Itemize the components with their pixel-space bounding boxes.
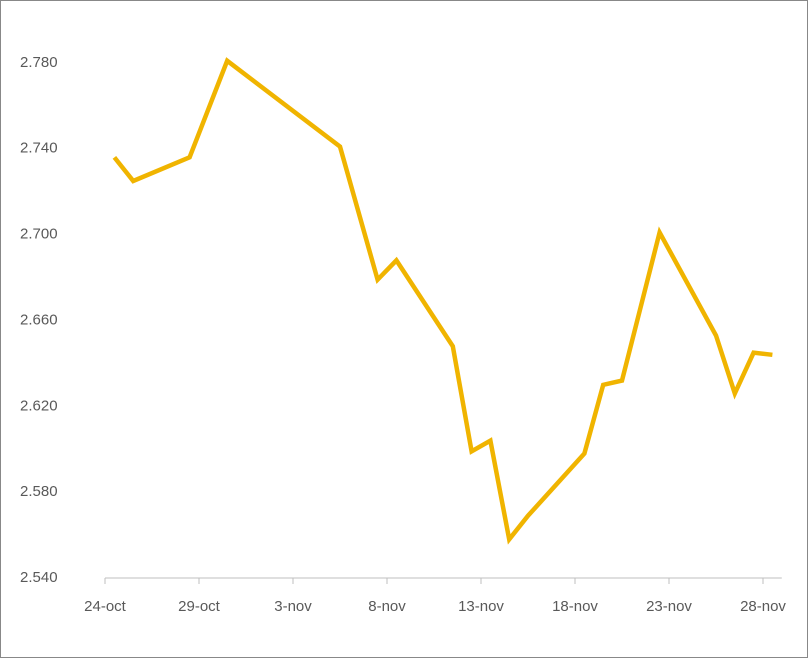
x-tick-label: 24-oct	[84, 598, 127, 615]
y-tick-label: 2.620	[20, 397, 58, 414]
y-tick-label: 2.780	[20, 54, 58, 71]
x-tick-label: 18-nov	[552, 598, 598, 615]
x-tick-label: 23-nov	[646, 598, 692, 615]
y-tick-label: 2.740	[20, 140, 58, 157]
x-tick-label: 28-nov	[740, 598, 786, 615]
x-tick-label: 8-nov	[368, 598, 406, 615]
x-tick-label: 13-nov	[458, 598, 504, 615]
x-tick-label: 29-oct	[178, 598, 221, 615]
y-tick-label: 2.540	[20, 569, 58, 586]
data-line	[112, 57, 773, 545]
y-tick-label: 2.660	[20, 311, 58, 328]
x-tick-label: 3-nov	[274, 598, 312, 615]
y-tick-label: 2.580	[20, 483, 58, 500]
y-tick-label: 2.700	[20, 226, 58, 243]
